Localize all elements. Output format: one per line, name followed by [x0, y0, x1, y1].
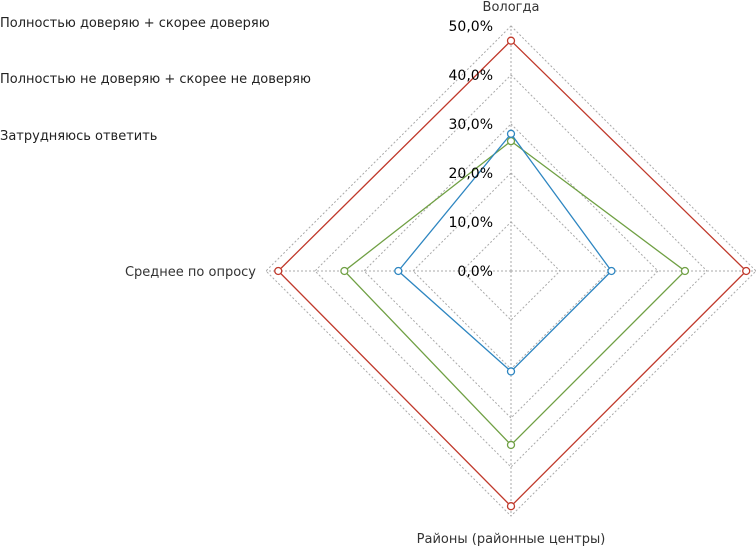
series-line-2: [397, 132, 613, 373]
series-point-1-2: [506, 440, 516, 450]
grid-ring: [314, 74, 708, 468]
series-point-2-0: [506, 129, 516, 138]
tick-label: 50,0%: [449, 19, 493, 35]
series-point-2-2: [506, 367, 516, 376]
series-line-0: [277, 39, 748, 508]
series-point-1-3: [340, 266, 349, 276]
series-point-0-2: [506, 502, 516, 511]
series-point-0-3: [274, 266, 283, 276]
series-point-0-0: [506, 36, 516, 45]
legend-item-undecided: Затрудняюсь ответить: [0, 129, 158, 144]
grid-ring: [363, 123, 659, 419]
series-point-0-1: [742, 266, 751, 276]
series-point-1-0: [506, 136, 516, 146]
tick-label: 40,0%: [449, 68, 493, 84]
legend-item-trust: Полностью доверяю + скорее доверяю: [0, 16, 270, 31]
axis-label-vologda: Вологда: [483, 0, 540, 15]
tick-label: 20,0%: [449, 166, 493, 182]
series-point-2-3: [394, 266, 403, 276]
series-point-1-1: [680, 266, 690, 276]
series-line-1: [343, 140, 686, 446]
legend-item-distrust: Полностью не доверяю + скорее не доверяю: [0, 72, 311, 87]
tick-label: 30,0%: [449, 117, 493, 133]
tick-label: 10,0%: [449, 215, 493, 231]
axis-label-rayony: Районы (районные центры): [417, 532, 606, 547]
series-point-2-1: [607, 266, 616, 276]
tick-label: 0,0%: [457, 264, 493, 280]
axis-label-srednee: Среднее по опросу: [125, 265, 256, 280]
